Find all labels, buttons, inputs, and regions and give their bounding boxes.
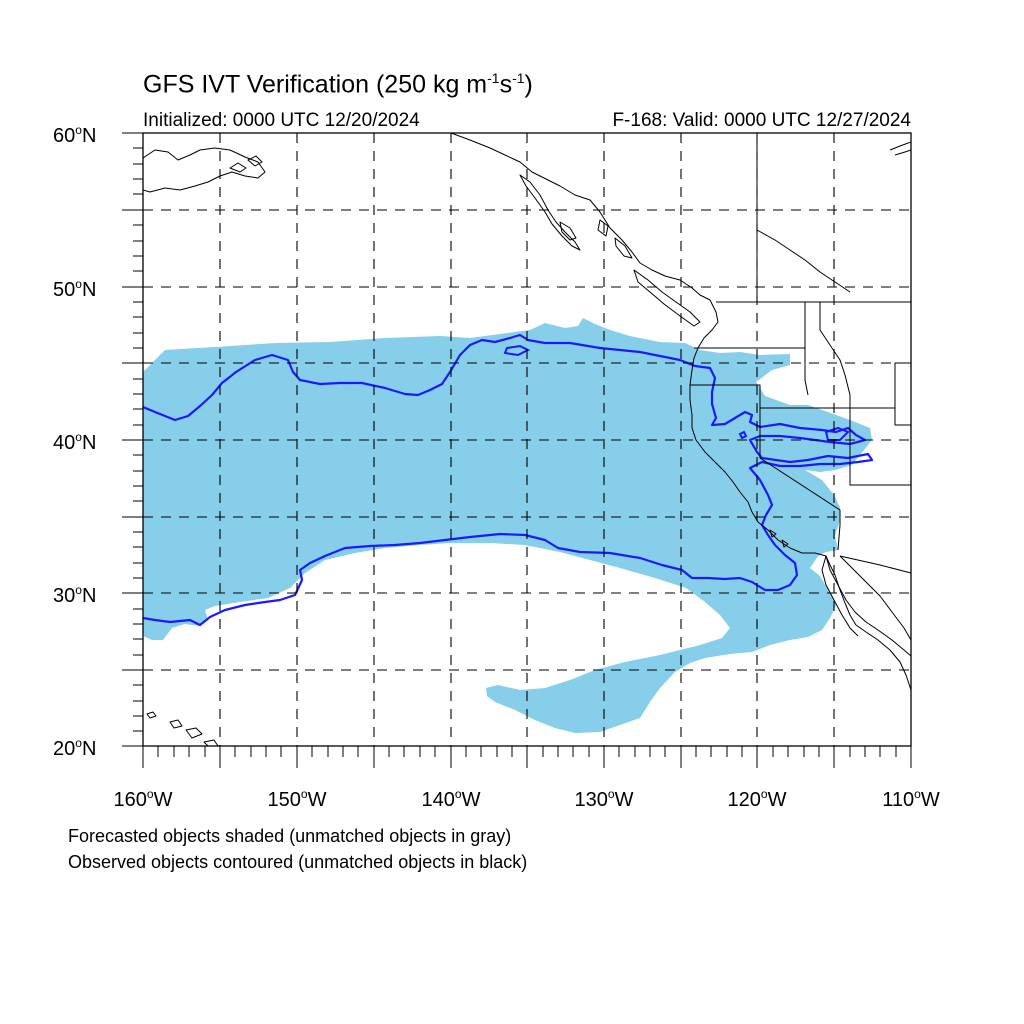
lat-label-30: 30oN (53, 583, 96, 607)
lon-label-130: 130oW (575, 787, 634, 811)
coastlines (143, 133, 911, 746)
lat-label-50: 50oN (53, 277, 96, 301)
map-title: GFS IVT Verification (250 kg m-1s-1) (143, 70, 533, 99)
footnote-forecast: Forecasted objects shaded (unmatched obj… (68, 826, 512, 846)
latitude-labels: 60oN 50oN 40oN 30oN 20oN (53, 123, 96, 760)
observed-object-small (824, 426, 850, 441)
lon-label-140: 140oW (422, 787, 481, 811)
lon-label-150: 150oW (268, 787, 327, 811)
lon-label-160: 160oW (114, 787, 173, 811)
valid-time-label: F-168: Valid: 0000 UTC 12/27/2024 (612, 110, 911, 131)
lat-label-40: 40oN (53, 430, 96, 454)
observed-object-small (738, 430, 748, 440)
forecast-object-main (143, 318, 872, 733)
observed-object-small (503, 344, 531, 357)
lon-label-110: 110oW (882, 787, 940, 811)
longitude-labels: 160oW 150oW 140oW 130oW 120oW 110oW (114, 787, 940, 811)
lon-label-120: 120oW (728, 787, 787, 811)
lat-label-20: 20oN (53, 736, 96, 760)
lat-label-60: 60oN (53, 123, 96, 147)
initialized-label: Initialized: 0000 UTC 12/20/2024 (143, 110, 420, 131)
observed-object-main (143, 333, 874, 627)
footnote-observed: Observed objects contoured (unmatched ob… (68, 852, 528, 872)
axis-ticks (122, 132, 912, 768)
graticule (143, 133, 911, 746)
